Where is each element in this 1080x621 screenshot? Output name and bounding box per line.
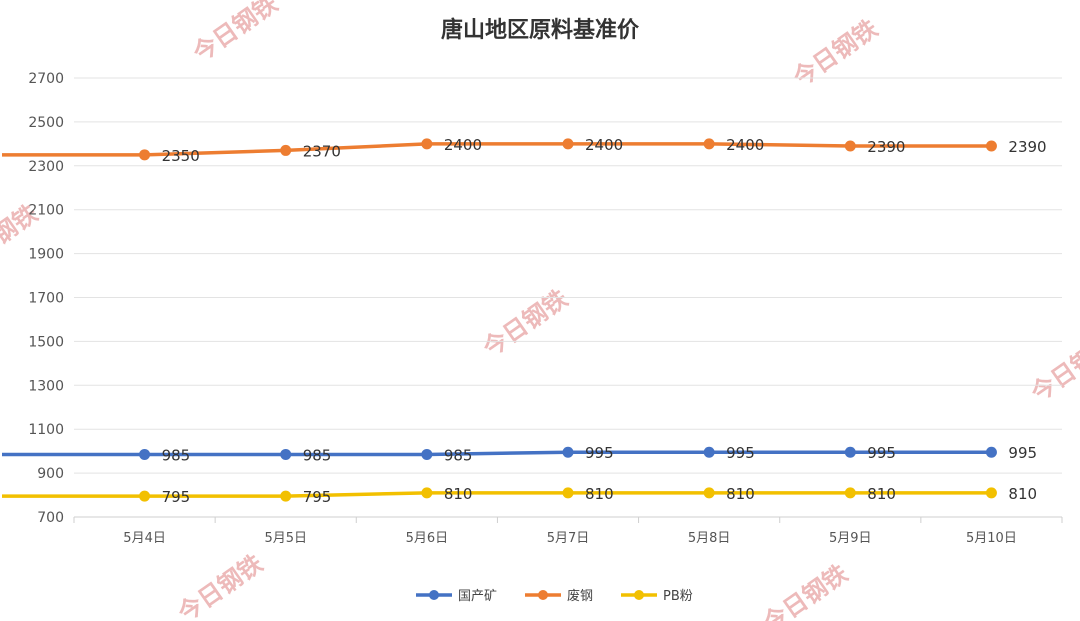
- data-point: [562, 487, 574, 499]
- data-label: 985: [444, 446, 473, 464]
- data-label: 995: [726, 444, 755, 462]
- watermark-text: 今日钢铁: [478, 284, 573, 362]
- legend-swatch-marker: [634, 590, 644, 600]
- data-label: 985: [162, 446, 191, 464]
- data-labels: 985 985 985 995 995 995 995 2350 2370 2400 2400 240…: [162, 136, 1047, 506]
- data-label: 810: [867, 485, 896, 503]
- x-tick-label: 5月10日: [966, 531, 1017, 546]
- legend-label: 废钢: [567, 588, 593, 604]
- y-tick-label: 1500: [28, 334, 64, 350]
- series-layer: [2, 138, 997, 502]
- gridlines: [74, 77, 1062, 518]
- data-point: [421, 487, 433, 499]
- y-tick-label: 1900: [28, 247, 64, 263]
- data-point: [703, 446, 715, 458]
- y-tick-label: 2500: [28, 115, 64, 131]
- data-label: 995: [867, 444, 896, 462]
- y-tick-label: 2100: [28, 203, 64, 219]
- data-label: 2370: [303, 142, 341, 160]
- y-tick-label: 900: [37, 466, 64, 482]
- data-point: [985, 446, 997, 458]
- chart-title: 唐山地区原料基准价: [441, 17, 640, 43]
- y-tick-label: 1700: [28, 291, 64, 307]
- series-line: [2, 142, 992, 157]
- data-point: [139, 149, 151, 161]
- data-point: [844, 140, 856, 152]
- data-label: 2350: [162, 147, 200, 165]
- data-point: [703, 487, 715, 499]
- data-point: [139, 448, 151, 460]
- y-tick-label: 2700: [28, 71, 64, 87]
- data-point: [985, 140, 997, 152]
- data-label: 795: [162, 488, 191, 506]
- legend-swatch-marker: [429, 590, 439, 600]
- data-point: [139, 490, 151, 502]
- data-point: [562, 138, 574, 150]
- data-point: [844, 446, 856, 458]
- legend: 国产矿 废钢 PB粉: [416, 588, 693, 604]
- y-tick-label: 700: [37, 510, 64, 526]
- x-tick-label: 5月7日: [547, 531, 590, 546]
- data-label: 810: [726, 485, 755, 503]
- series-line: [2, 491, 992, 498]
- data-label: 795: [303, 488, 332, 506]
- data-label: 2390: [1008, 138, 1046, 156]
- watermark-text: 今日钢铁: [758, 559, 853, 621]
- legend-swatch-marker: [538, 590, 548, 600]
- data-label: 995: [585, 444, 614, 462]
- y-tick-label: 2300: [28, 159, 64, 175]
- y-tick-label: 1300: [28, 378, 64, 394]
- watermark-text: 今日钢铁: [188, 0, 283, 67]
- data-point: [562, 446, 574, 458]
- data-label: 810: [585, 485, 614, 503]
- axes: 700 900 1100 1300 1500 1700 1900 2100 2300 2500 27…: [28, 71, 1063, 546]
- legend-label: 国产矿: [458, 589, 497, 604]
- data-label: 2390: [867, 138, 905, 156]
- y-tick-label: 1100: [28, 422, 64, 438]
- data-label: 2400: [585, 136, 623, 154]
- watermark-text: 今日钢铁: [788, 14, 883, 92]
- x-tick-label: 5月9日: [829, 531, 872, 546]
- data-label: 810: [1008, 485, 1037, 503]
- data-label: 2400: [726, 136, 764, 154]
- data-label: 985: [303, 446, 332, 464]
- data-point: [985, 487, 997, 499]
- x-tick-label: 5月4日: [123, 531, 166, 546]
- data-point: [280, 144, 292, 156]
- series-line: [2, 450, 992, 457]
- data-label: 810: [444, 485, 473, 503]
- watermark-text: 今日钢铁: [173, 549, 268, 621]
- data-point: [280, 448, 292, 460]
- data-point: [280, 490, 292, 502]
- x-tick-label: 5月6日: [406, 531, 449, 546]
- x-tick-label: 5月8日: [688, 531, 731, 546]
- x-tick-label: 5月5日: [264, 531, 307, 546]
- data-label: 2400: [444, 136, 482, 154]
- data-label: 995: [1008, 444, 1037, 462]
- data-point: [703, 138, 715, 150]
- legend-label: PB粉: [663, 589, 693, 604]
- data-point: [421, 138, 433, 150]
- data-point: [844, 487, 856, 499]
- data-point: [421, 448, 433, 460]
